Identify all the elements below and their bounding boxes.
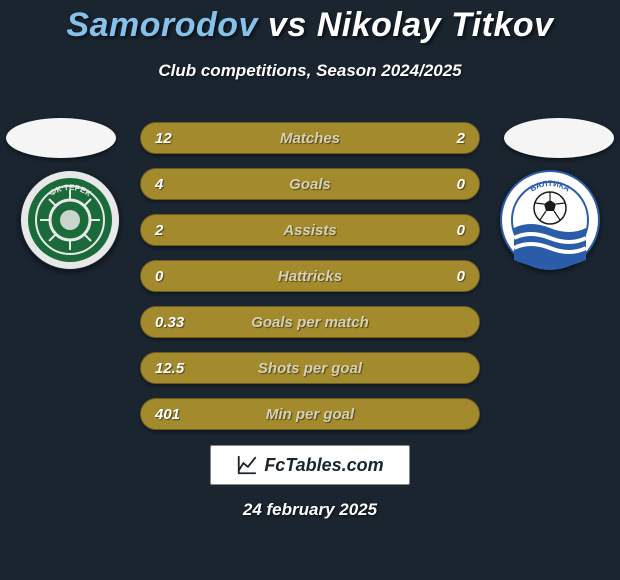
- page-title: Samorodov vs Nikolay Titkov: [0, 6, 620, 45]
- chart-icon: [236, 454, 258, 476]
- stat-right-value: 0: [425, 176, 465, 193]
- stat-label: Assists: [195, 222, 425, 239]
- stat-row: 4Goals0: [140, 168, 480, 200]
- stat-left-value: 401: [155, 406, 195, 423]
- source-logo: FcTables.com: [210, 445, 410, 485]
- club-badge-right: БАЛТИКА: [500, 170, 600, 270]
- stat-row: 0.33Goals per match: [140, 306, 480, 338]
- stat-right-value: 0: [425, 268, 465, 285]
- stat-label: Matches: [195, 130, 425, 147]
- stat-left-value: 2: [155, 222, 195, 239]
- stats-table: 12Matches24Goals02Assists00Hattricks00.3…: [140, 122, 480, 444]
- terek-badge-icon: ФК ТЕРЕК: [20, 170, 120, 270]
- stat-row: 12Matches2: [140, 122, 480, 154]
- player2-name: Nikolay Titkov: [317, 6, 554, 44]
- stat-left-value: 0: [155, 268, 195, 285]
- stat-row: 401Min per goal: [140, 398, 480, 430]
- stat-row: 12.5Shots per goal: [140, 352, 480, 384]
- club-badge-left: ФК ТЕРЕК: [20, 170, 120, 270]
- stat-label: Shots per goal: [195, 360, 425, 377]
- source-label: FcTables.com: [264, 455, 383, 476]
- stat-left-value: 0.33: [155, 314, 195, 331]
- baltika-badge-icon: БАЛТИКА: [500, 170, 600, 270]
- stat-right-value: 2: [425, 130, 465, 147]
- stat-row: 0Hattricks0: [140, 260, 480, 292]
- stat-right-value: 0: [425, 222, 465, 239]
- stat-row: 2Assists0: [140, 214, 480, 246]
- stat-left-value: 4: [155, 176, 195, 193]
- player1-name: Samorodov: [66, 6, 258, 44]
- player2-disc: [504, 118, 614, 158]
- date-label: 24 february 2025: [0, 500, 620, 520]
- stat-label: Goals: [195, 176, 425, 193]
- stat-left-value: 12.5: [155, 360, 195, 377]
- comparison-card: Samorodov vs Nikolay Titkov Club competi…: [0, 0, 620, 580]
- stat-label: Min per goal: [195, 406, 425, 423]
- subtitle: Club competitions, Season 2024/2025: [0, 61, 620, 81]
- vs-label: vs: [268, 6, 307, 44]
- stat-label: Hattricks: [195, 268, 425, 285]
- player1-disc: [6, 118, 116, 158]
- stat-left-value: 12: [155, 130, 195, 147]
- stat-label: Goals per match: [195, 314, 425, 331]
